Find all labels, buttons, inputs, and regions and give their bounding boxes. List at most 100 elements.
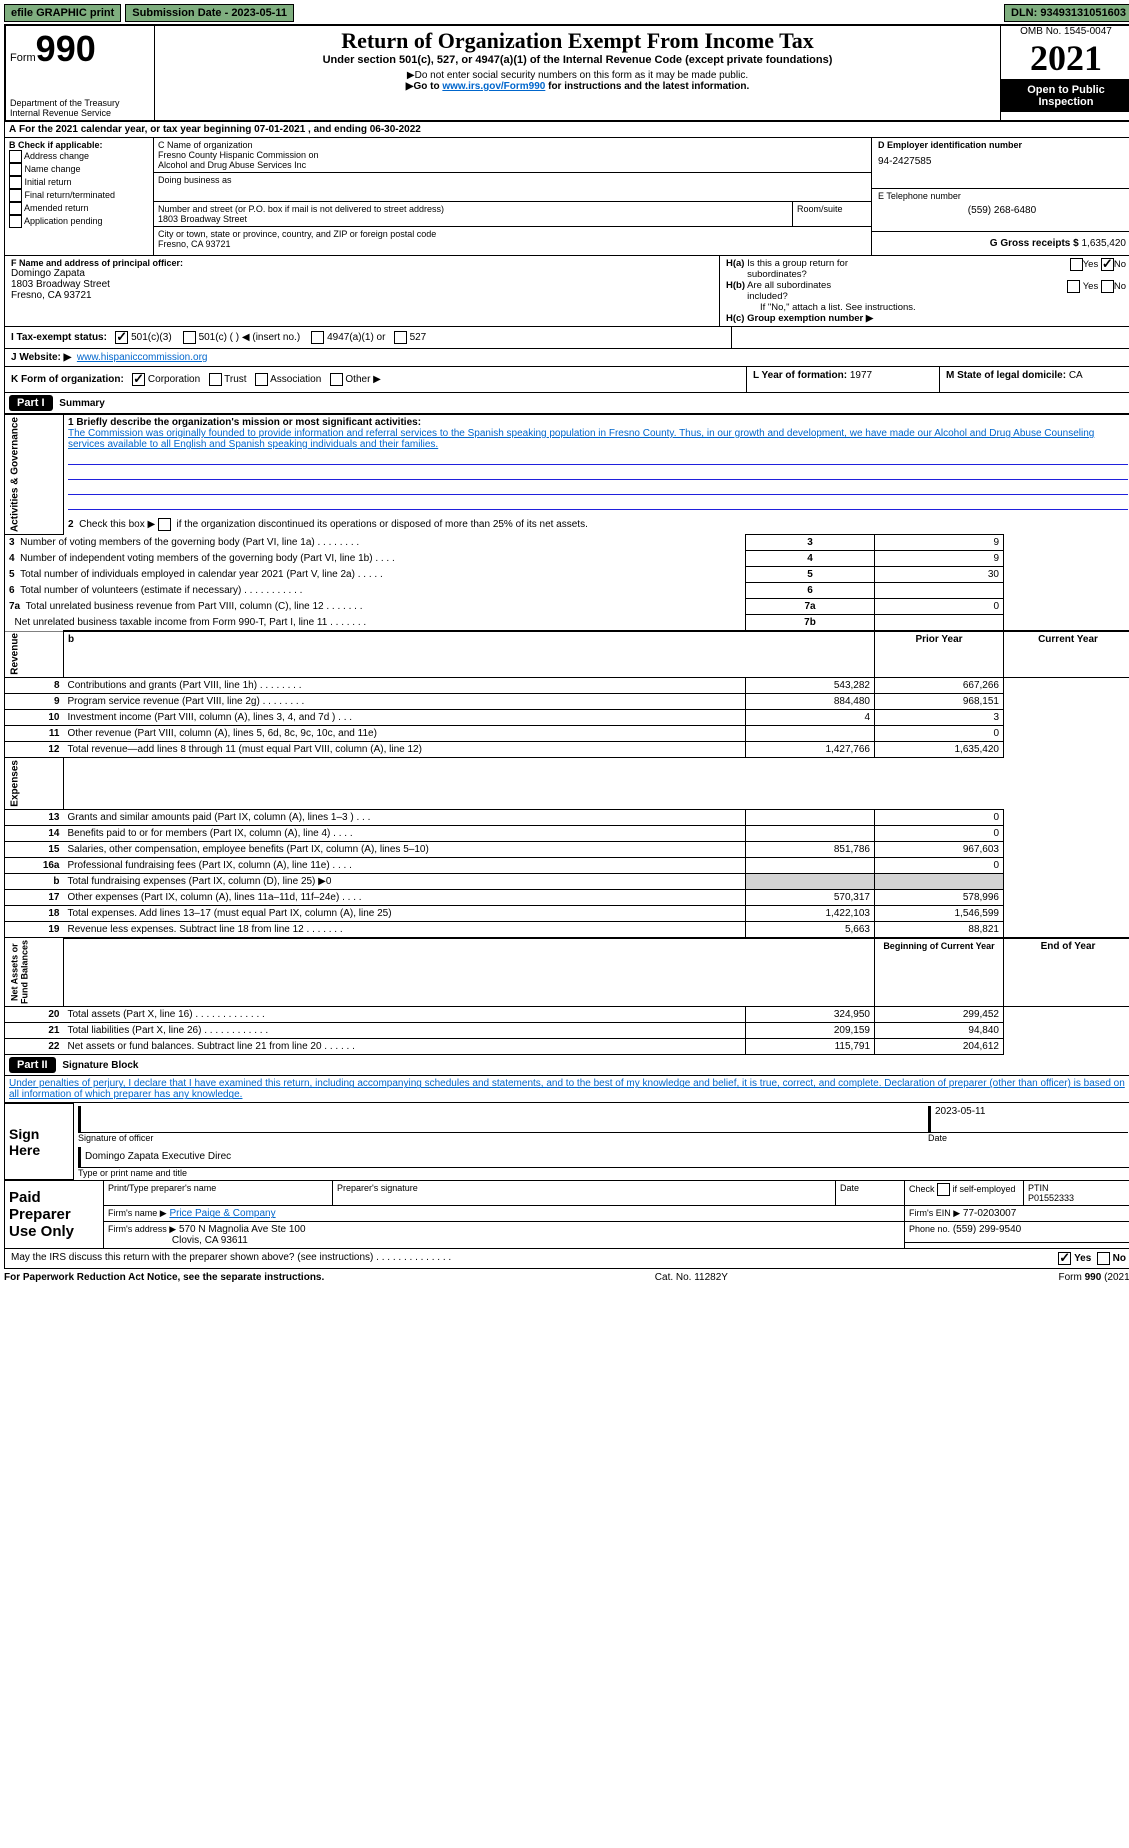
instructions-link[interactable]: www.irs.gov/Form990 (442, 81, 545, 92)
declaration: Under penalties of perjury, I declare th… (4, 1076, 1129, 1103)
side-activities: Activities & Governance (5, 415, 64, 535)
org-name-label: C Name of organization (158, 140, 867, 150)
sign-block: Sign Here Signature of officer 2023-05-1… (4, 1103, 1129, 1180)
street-value: 1803 Broadway Street (158, 214, 788, 224)
side-revenue: Revenue (5, 631, 64, 678)
city-value: Fresno, CA 93721 (158, 239, 867, 249)
irs-label: Internal Revenue Service (10, 108, 150, 118)
tax-exempt-label: I Tax-exempt status: (11, 332, 107, 343)
year-formation: 1977 (850, 370, 872, 381)
sig-officer-label: Signature of officer (78, 1133, 928, 1143)
discuss-no-checkbox[interactable] (1097, 1252, 1110, 1265)
4947-checkbox[interactable] (311, 331, 324, 344)
phone-label: E Telephone number (878, 191, 1126, 201)
sectionb-checkbox[interactable] (9, 176, 22, 189)
boy-header: Beginning of Current Year (875, 938, 1004, 1007)
firm-phone-label: Phone no. (909, 1224, 950, 1234)
part1-header: Part I (9, 395, 53, 411)
org-name-2: Alcohol and Drug Abuse Services Inc (158, 160, 867, 170)
sectionb-checkbox[interactable] (9, 202, 22, 215)
assoc-checkbox[interactable] (255, 373, 268, 386)
q1-text: The Commission was originally founded to… (68, 428, 1094, 450)
sectionb-checkbox[interactable] (9, 215, 22, 228)
city-label: City or town, state or province, country… (158, 229, 867, 239)
side-netassets: Net Assets orFund Balances (5, 938, 64, 1007)
hb-no-checkbox[interactable] (1101, 280, 1114, 293)
paid-preparer-block: Paid Preparer Use Only Print/Type prepar… (4, 1180, 1129, 1249)
ha-yes-checkbox[interactable] (1070, 258, 1083, 271)
sig-date-label: Date (928, 1133, 1128, 1143)
room-label: Room/suite (792, 202, 871, 226)
ein-value: 94-2427585 (878, 156, 1126, 167)
firm-name[interactable]: Price Paige & Company (169, 1208, 275, 1219)
footer-right: Form 990 (2021) (1059, 1272, 1129, 1283)
gross-label: G Gross receipts $ (990, 238, 1079, 249)
self-emp-checkbox[interactable] (937, 1183, 950, 1196)
open-public: Open to Public Inspection (1001, 80, 1129, 112)
sectionb-checkbox[interactable] (9, 150, 22, 163)
other-checkbox[interactable] (330, 373, 343, 386)
typed-name: Domingo Zapata Executive Direc (78, 1147, 1129, 1168)
firm-addr1: 570 N Magnolia Ave Ste 100 (179, 1224, 306, 1235)
firm-addr2: Clovis, CA 93611 (172, 1235, 248, 1246)
note-ssn: Do not enter social security numbers on … (415, 70, 748, 81)
firm-name-label: Firm's name ▶ (108, 1208, 167, 1218)
prep-date-h: Date (836, 1181, 905, 1206)
discuss-yes-checkbox[interactable] (1058, 1252, 1071, 1265)
dept-label: Department of the Treasury (10, 98, 150, 108)
form-title: Return of Organization Exempt From Incom… (159, 28, 996, 54)
hc-label: H(c) Group exemption number ▶ (726, 313, 873, 324)
trust-checkbox[interactable] (209, 373, 222, 386)
firm-addr-label: Firm's address ▶ (108, 1224, 176, 1234)
side-expenses: Expenses (5, 758, 64, 810)
sectionb-checkbox[interactable] (9, 163, 22, 176)
form-header: Form990 Department of the Treasury Inter… (4, 24, 1129, 122)
domicile-label: M State of legal domicile: (946, 370, 1066, 381)
ein-label: D Employer identification number (878, 140, 1126, 150)
section-b-label: B Check if applicable: (9, 140, 149, 150)
note-goto-post: for instructions and the latest informat… (545, 81, 749, 92)
phone-value: (559) 268-6480 (878, 205, 1126, 216)
omb-number: OMB No. 1545-0047 (1001, 26, 1129, 37)
part2-title: Signature Block (62, 1060, 138, 1071)
firm-phone: (559) 299-9540 (953, 1224, 1021, 1235)
sectionb-checkbox[interactable] (9, 189, 22, 202)
website-link[interactable]: www.hispaniccommission.org (77, 352, 208, 363)
submission-date: Submission Date - 2023-05-11 (125, 4, 294, 22)
form-subtitle: Under section 501(c), 527, or 4947(a)(1)… (159, 54, 996, 66)
top-bar: efile GRAPHIC print Submission Date - 20… (4, 4, 1129, 22)
discuss-text: May the IRS discuss this return with the… (11, 1252, 1058, 1265)
501c3-checkbox[interactable] (115, 331, 128, 344)
current-year-header: Current Year (1004, 631, 1129, 678)
ha-no-checkbox[interactable] (1101, 258, 1114, 271)
sig-date-val: 2023-05-11 (928, 1106, 1128, 1133)
gross-value: 1,635,420 (1082, 238, 1127, 249)
typed-label: Type or print name and title (78, 1168, 1129, 1178)
firm-ein-label: Firm's EIN ▶ (909, 1208, 960, 1218)
efile-label: efile GRAPHIC print (4, 4, 121, 22)
part1-title: Summary (59, 398, 105, 409)
501c-checkbox[interactable] (183, 331, 196, 344)
q1-label: 1 Briefly describe the organization's mi… (68, 417, 421, 428)
corp-checkbox[interactable] (132, 373, 145, 386)
part2-header: Part II (9, 1057, 56, 1073)
officer-name: Domingo Zapata (11, 268, 713, 279)
part1-table: Activities & Governance 1 Briefly descri… (4, 414, 1129, 1055)
hb-yes-checkbox[interactable] (1067, 280, 1080, 293)
officer-addr2: Fresno, CA 93721 (11, 290, 713, 301)
section-a-text: For the 2021 calendar year, or tax year … (19, 124, 421, 135)
officer-label: F Name and address of principal officer: (11, 258, 713, 268)
dln-label: DLN: 93493131051603 (1004, 4, 1129, 22)
prep-name-h: Print/Type preparer's name (104, 1181, 333, 1206)
website-label: J Website: ▶ (11, 352, 71, 363)
form-number: 990 (36, 28, 96, 69)
year-formation-label: L Year of formation: (753, 370, 847, 381)
527-checkbox[interactable] (394, 331, 407, 344)
footer-center: Cat. No. 11282Y (655, 1272, 728, 1283)
eoy-header: End of Year (1004, 938, 1129, 1007)
q2-checkbox[interactable] (158, 518, 171, 531)
prior-year-header: Prior Year (875, 631, 1004, 678)
note-goto-pre: Go to (413, 81, 442, 92)
domicile-state: CA (1069, 370, 1083, 381)
ptin: P01552333 (1028, 1193, 1074, 1203)
